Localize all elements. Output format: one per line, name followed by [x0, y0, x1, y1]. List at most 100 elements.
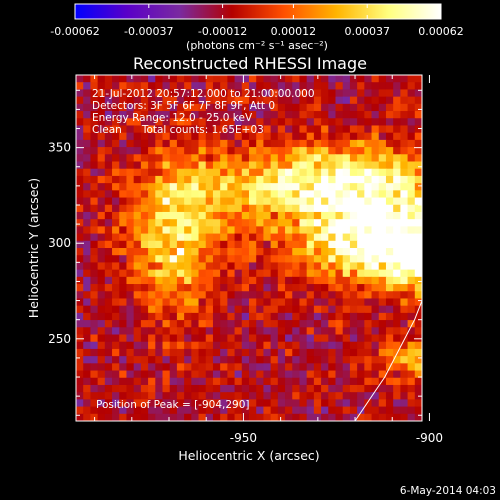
heatmap-cell	[299, 269, 308, 278]
heatmap-cell	[414, 125, 422, 134]
heatmap-cell	[97, 255, 106, 264]
heatmap-cell	[90, 305, 99, 314]
heatmap-cell	[227, 118, 236, 127]
heatmap-cell	[133, 190, 142, 199]
heatmap-cell	[198, 248, 207, 256]
heatmap-cell	[83, 219, 92, 227]
heatmap-cell	[385, 291, 394, 300]
heatmap-cell	[364, 312, 373, 321]
heatmap-cell	[133, 111, 142, 119]
heatmap-cell	[321, 89, 329, 98]
heatmap-cell	[256, 298, 265, 307]
heatmap-cell	[133, 168, 142, 177]
heatmap-cell	[191, 312, 200, 321]
heatmap-cell	[155, 175, 164, 184]
heatmap-cell	[263, 291, 272, 300]
heatmap-cell	[176, 161, 185, 170]
heatmap-cell	[364, 118, 373, 127]
heatmap-cell	[321, 226, 329, 235]
heatmap-cell	[357, 320, 365, 328]
heatmap-cell	[414, 284, 422, 292]
heatmap-cell	[285, 399, 293, 408]
heatmap-cell	[357, 348, 365, 357]
heatmap-cell	[184, 284, 192, 292]
heatmap-cell	[371, 320, 380, 328]
heatmap-cell	[393, 305, 401, 314]
heatmap-cell	[184, 168, 192, 177]
heatmap-cell	[349, 75, 358, 83]
heatmap-cell	[97, 392, 106, 400]
heatmap-cell	[220, 154, 228, 163]
heatmap-cell	[249, 413, 257, 421]
heatmap-cell	[119, 226, 128, 235]
heatmap-cell	[292, 82, 301, 91]
heatmap-cell	[162, 255, 171, 264]
heatmap-cell	[385, 284, 394, 292]
heatmap-cell	[299, 298, 308, 307]
heatmap-cell	[313, 377, 322, 386]
heatmap-cell	[342, 320, 351, 328]
heatmap-cell	[133, 161, 142, 170]
heatmap-cell	[83, 255, 92, 264]
heatmap-cell	[414, 276, 422, 285]
heatmap-cell	[263, 334, 272, 343]
heatmap-cell	[407, 168, 416, 177]
heatmap-cell	[292, 96, 301, 105]
heatmap-cell	[357, 96, 365, 105]
heatmap-cell	[414, 233, 422, 242]
heatmap-cell	[321, 327, 329, 336]
heatmap-cell	[378, 348, 387, 357]
heatmap-cell	[328, 392, 337, 400]
heatmap-cell	[155, 291, 164, 300]
heatmap-cell	[148, 147, 156, 155]
heatmap-cell	[249, 305, 257, 314]
heatmap-cell	[191, 82, 200, 91]
heatmap-cell	[234, 276, 243, 285]
heatmap-cell	[112, 233, 120, 242]
heatmap-cell	[155, 255, 164, 264]
heatmap-cell	[292, 276, 301, 285]
heatmap-cell	[263, 139, 272, 148]
heatmap-cell	[342, 168, 351, 177]
heatmap-cell	[140, 240, 149, 249]
heatmap-cell	[349, 175, 358, 184]
heatmap-cell	[148, 298, 156, 307]
heatmap-cell	[263, 298, 272, 307]
heatmap-cell	[277, 276, 286, 285]
heatmap-cell	[378, 406, 387, 415]
annotation-clean-counts: Clean Total counts: 1.65E+03	[92, 124, 264, 136]
heatmap-cell	[270, 276, 279, 285]
heatmap-cell	[335, 291, 344, 300]
heatmap-cell	[234, 204, 243, 213]
heatmap-cell	[97, 125, 106, 134]
heatmap-cell	[270, 406, 279, 415]
heatmap-cell	[212, 370, 221, 379]
heatmap-cell	[313, 103, 322, 112]
heatmap-cell	[335, 103, 344, 112]
heatmap-cell	[364, 125, 373, 134]
heatmap-cell	[76, 348, 84, 357]
heatmap-cell	[176, 363, 185, 372]
heatmap-cell	[76, 118, 84, 127]
heatmap-cell	[270, 298, 279, 307]
heatmap-cell	[277, 96, 286, 105]
heatmap-cell	[378, 392, 387, 400]
heatmap-cell	[256, 341, 265, 350]
heatmap-cell	[227, 377, 236, 386]
heatmap-cell	[335, 190, 344, 199]
heatmap-cell	[249, 320, 257, 328]
heatmap-cell	[349, 219, 358, 227]
heatmap-cell	[198, 233, 207, 242]
heatmap-cell	[83, 276, 92, 285]
heatmap-cell	[241, 406, 250, 415]
heatmap-cell	[321, 118, 329, 127]
heatmap-cell	[321, 392, 329, 400]
heatmap-cell	[227, 139, 236, 148]
heatmap-cell	[270, 334, 279, 343]
heatmap-cell	[169, 363, 178, 372]
heatmap-cell	[306, 89, 315, 98]
heatmap-cell	[76, 399, 84, 408]
heatmap-cell	[162, 377, 171, 386]
heatmap-cell	[285, 139, 293, 148]
heatmap-cell	[83, 377, 92, 386]
